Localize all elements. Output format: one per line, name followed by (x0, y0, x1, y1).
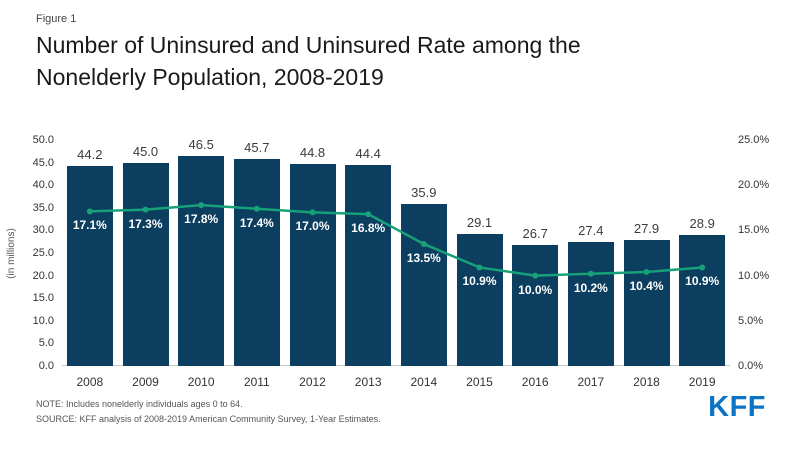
left-axis-tick: 0.0 (38, 360, 54, 372)
bar-value-label: 27.9 (633, 220, 660, 236)
bar (289, 163, 336, 366)
title-line-1: Number of Uninsured and Uninsured Rate a… (36, 32, 581, 58)
left-axis-tick: 35.0 (32, 201, 54, 214)
title-line-2: Nonelderly Population, 2008-2019 (36, 63, 384, 90)
bar (400, 203, 447, 366)
rate-label: 10.9% (685, 274, 720, 289)
page-title: Number of Uninsured and Uninsured Rate a… (36, 30, 581, 93)
left-axis-tick: 20.0 (32, 269, 54, 282)
figure-label: Figure 1 (36, 13, 77, 25)
rate-label: 13.5% (406, 250, 441, 265)
bar-value-label: 45.0 (132, 143, 159, 159)
rate-label: 17.1% (72, 218, 107, 233)
bar-value-label: 44.4 (355, 146, 381, 162)
rate-label: 17.4% (239, 215, 274, 230)
left-axis-tick: 25.0 (32, 247, 54, 259)
x-axis-tick: 2014 (410, 375, 438, 389)
left-axis-tick: 10.0 (32, 314, 54, 327)
right-axis-tick: 15.0% (738, 224, 770, 237)
left-axis-title-text: (in millions) (5, 227, 17, 279)
bar-value-label: 44.8 (299, 144, 326, 160)
x-axis-line (62, 365, 730, 366)
chart-area: (in millions) 0.0 5.0 10.0 15.0 20.0 25.0 30.0… (6, 134, 770, 389)
x-axis-tick: 2017 (577, 375, 605, 389)
bar (567, 242, 614, 366)
right-axis-tick: 0.0% (738, 360, 764, 372)
right-axis-tick: 25.0% (738, 134, 770, 146)
left-axis-tick: 45.0 (32, 156, 54, 169)
x-axis-tick: 2009 (132, 375, 159, 389)
bar (623, 239, 670, 366)
bar (512, 245, 559, 366)
x-axis-tick: 2018 (633, 375, 660, 389)
right-axis-tick: 10.0% (738, 269, 770, 282)
left-axis-tick: 15.0 (32, 292, 54, 305)
bar (66, 166, 113, 366)
bar-value-label: 45.7 (244, 140, 270, 156)
x-axis-tick: 2016 (521, 375, 549, 389)
bar-value-label: 44.2 (77, 147, 103, 163)
rate-label: 17.0% (295, 219, 330, 234)
x-axis-tick: 2008 (76, 375, 104, 389)
rate-label: 10.0% (518, 282, 553, 297)
bar (178, 155, 225, 366)
footnotes: NOTE: Includes nonelderly individuals ag… (36, 397, 381, 427)
rate-label: 16.8% (351, 221, 386, 236)
rate-label: 10.4% (629, 278, 664, 293)
bar (679, 235, 726, 366)
bar (122, 162, 169, 366)
bar-value-label: 46.5 (188, 136, 214, 152)
bar-value-label: 29.1 (466, 215, 493, 231)
bar-value-label: 35.9 (411, 184, 437, 200)
bar-value-label: 27.4 (578, 223, 604, 239)
bar (456, 234, 503, 366)
source-text: SOURCE: KFF analysis of 2008-2019 Americ… (36, 413, 381, 424)
rate-label: 10.9% (462, 274, 497, 289)
x-axis-tick: 2011 (243, 375, 270, 389)
left-axis-tick: 5.0 (38, 337, 54, 350)
x-axis-tick: 2010 (187, 375, 215, 389)
rate-label: 10.2% (573, 280, 608, 295)
left-axis-tick: 30.0 (32, 224, 54, 237)
x-axis-tick: 2019 (688, 375, 716, 389)
left-axis-tick: 50.0 (32, 134, 54, 146)
bar-value-label: 26.7 (522, 226, 548, 242)
rate-label: 17.3% (128, 216, 163, 231)
bar (233, 159, 280, 366)
rate-label: 17.8% (184, 212, 219, 227)
x-axis-tick: 2015 (466, 375, 493, 389)
x-axis-tick: 2013 (354, 375, 382, 389)
right-axis-tick: 20.0% (738, 179, 770, 192)
note-text: NOTE: Includes nonelderly individuals ag… (36, 399, 243, 409)
left-axis-title: (in millions) (4, 140, 18, 366)
right-axis-tick: 5.0% (738, 314, 764, 327)
bar-value-label: 28.9 (689, 216, 715, 232)
bar (345, 165, 392, 366)
x-axis-tick: 2012 (299, 375, 326, 389)
kff-logo: KFF (708, 391, 766, 423)
left-axis-tick: 40.0 (32, 179, 54, 192)
